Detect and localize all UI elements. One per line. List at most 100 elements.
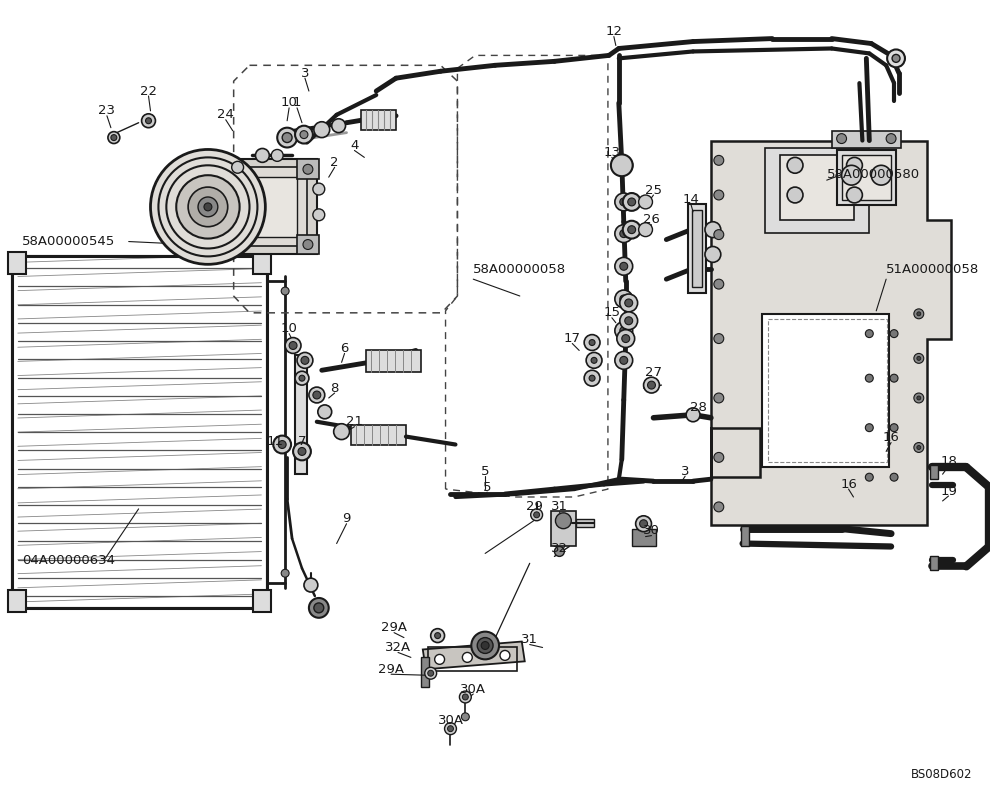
Bar	[233, 167, 307, 246]
Bar	[8, 253, 26, 274]
Circle shape	[281, 569, 289, 577]
Circle shape	[299, 375, 305, 381]
Circle shape	[461, 713, 469, 721]
Text: 3: 3	[681, 465, 689, 478]
Circle shape	[255, 148, 269, 162]
Text: 1: 1	[293, 97, 301, 109]
Circle shape	[787, 158, 803, 173]
Circle shape	[295, 371, 309, 385]
Circle shape	[865, 474, 873, 482]
Circle shape	[554, 546, 564, 557]
Circle shape	[584, 334, 600, 350]
Text: 18: 18	[940, 455, 957, 468]
Circle shape	[615, 352, 633, 369]
Circle shape	[705, 222, 721, 238]
Circle shape	[298, 447, 306, 455]
Bar	[842, 155, 891, 200]
Circle shape	[847, 187, 862, 203]
Text: 23: 23	[98, 105, 115, 117]
Text: 29A: 29A	[378, 663, 404, 676]
Circle shape	[648, 381, 655, 389]
Circle shape	[617, 329, 635, 348]
Circle shape	[589, 340, 595, 345]
Circle shape	[289, 341, 297, 349]
Bar	[223, 159, 317, 254]
Text: 4: 4	[350, 139, 359, 152]
Text: 14: 14	[683, 193, 700, 207]
Circle shape	[625, 317, 633, 325]
Circle shape	[914, 443, 924, 452]
Circle shape	[917, 312, 921, 316]
Text: 24: 24	[217, 109, 234, 121]
Circle shape	[448, 725, 453, 732]
Bar	[765, 148, 869, 233]
Text: 2: 2	[330, 156, 339, 169]
Circle shape	[309, 387, 325, 403]
Text: 30A: 30A	[437, 714, 463, 727]
Bar	[297, 159, 319, 179]
Circle shape	[615, 156, 633, 174]
Text: 13: 13	[603, 146, 620, 159]
Circle shape	[865, 424, 873, 432]
Text: 29: 29	[526, 501, 543, 513]
Circle shape	[620, 326, 628, 334]
Bar	[366, 350, 421, 372]
Circle shape	[462, 653, 472, 662]
Circle shape	[431, 629, 445, 642]
Bar	[253, 253, 271, 274]
Circle shape	[462, 694, 468, 700]
Circle shape	[628, 226, 636, 234]
Text: 7: 7	[298, 435, 306, 448]
Circle shape	[271, 150, 283, 162]
Text: 58A00000545: 58A00000545	[22, 235, 115, 248]
Text: 30: 30	[643, 524, 660, 537]
Circle shape	[871, 166, 891, 185]
Text: 12: 12	[605, 25, 622, 38]
Circle shape	[281, 287, 289, 295]
Circle shape	[847, 158, 862, 173]
Circle shape	[620, 230, 628, 238]
Circle shape	[301, 356, 309, 364]
Text: 8: 8	[330, 382, 339, 394]
Text: 31: 31	[551, 501, 568, 513]
Text: 11: 11	[267, 435, 284, 448]
Circle shape	[615, 257, 633, 275]
Circle shape	[620, 312, 638, 329]
Bar	[692, 210, 702, 287]
Circle shape	[865, 329, 873, 337]
Circle shape	[886, 134, 896, 143]
Bar	[930, 557, 938, 570]
Circle shape	[917, 356, 921, 360]
Circle shape	[623, 193, 641, 211]
Circle shape	[611, 154, 633, 176]
Circle shape	[313, 209, 325, 221]
Circle shape	[890, 374, 898, 382]
Bar	[576, 519, 594, 527]
Polygon shape	[423, 642, 525, 669]
Text: 10: 10	[281, 97, 298, 109]
Circle shape	[108, 131, 120, 143]
Polygon shape	[711, 140, 951, 525]
Circle shape	[892, 55, 900, 63]
Bar	[741, 526, 749, 546]
Text: 5: 5	[483, 481, 491, 493]
Bar	[428, 648, 517, 672]
Circle shape	[584, 370, 600, 386]
Circle shape	[639, 195, 652, 209]
Circle shape	[714, 393, 724, 403]
Circle shape	[625, 299, 633, 307]
Circle shape	[313, 391, 321, 399]
Text: 16: 16	[883, 431, 900, 444]
Bar	[351, 425, 406, 444]
Text: 30A: 30A	[460, 683, 486, 695]
Text: 25: 25	[645, 184, 662, 196]
Circle shape	[334, 424, 350, 440]
Circle shape	[714, 279, 724, 289]
Circle shape	[314, 122, 330, 138]
Circle shape	[639, 223, 652, 237]
Circle shape	[146, 118, 151, 124]
Text: 04A00000634: 04A00000634	[22, 554, 115, 567]
Circle shape	[890, 424, 898, 432]
Circle shape	[277, 128, 297, 147]
Circle shape	[714, 502, 724, 512]
